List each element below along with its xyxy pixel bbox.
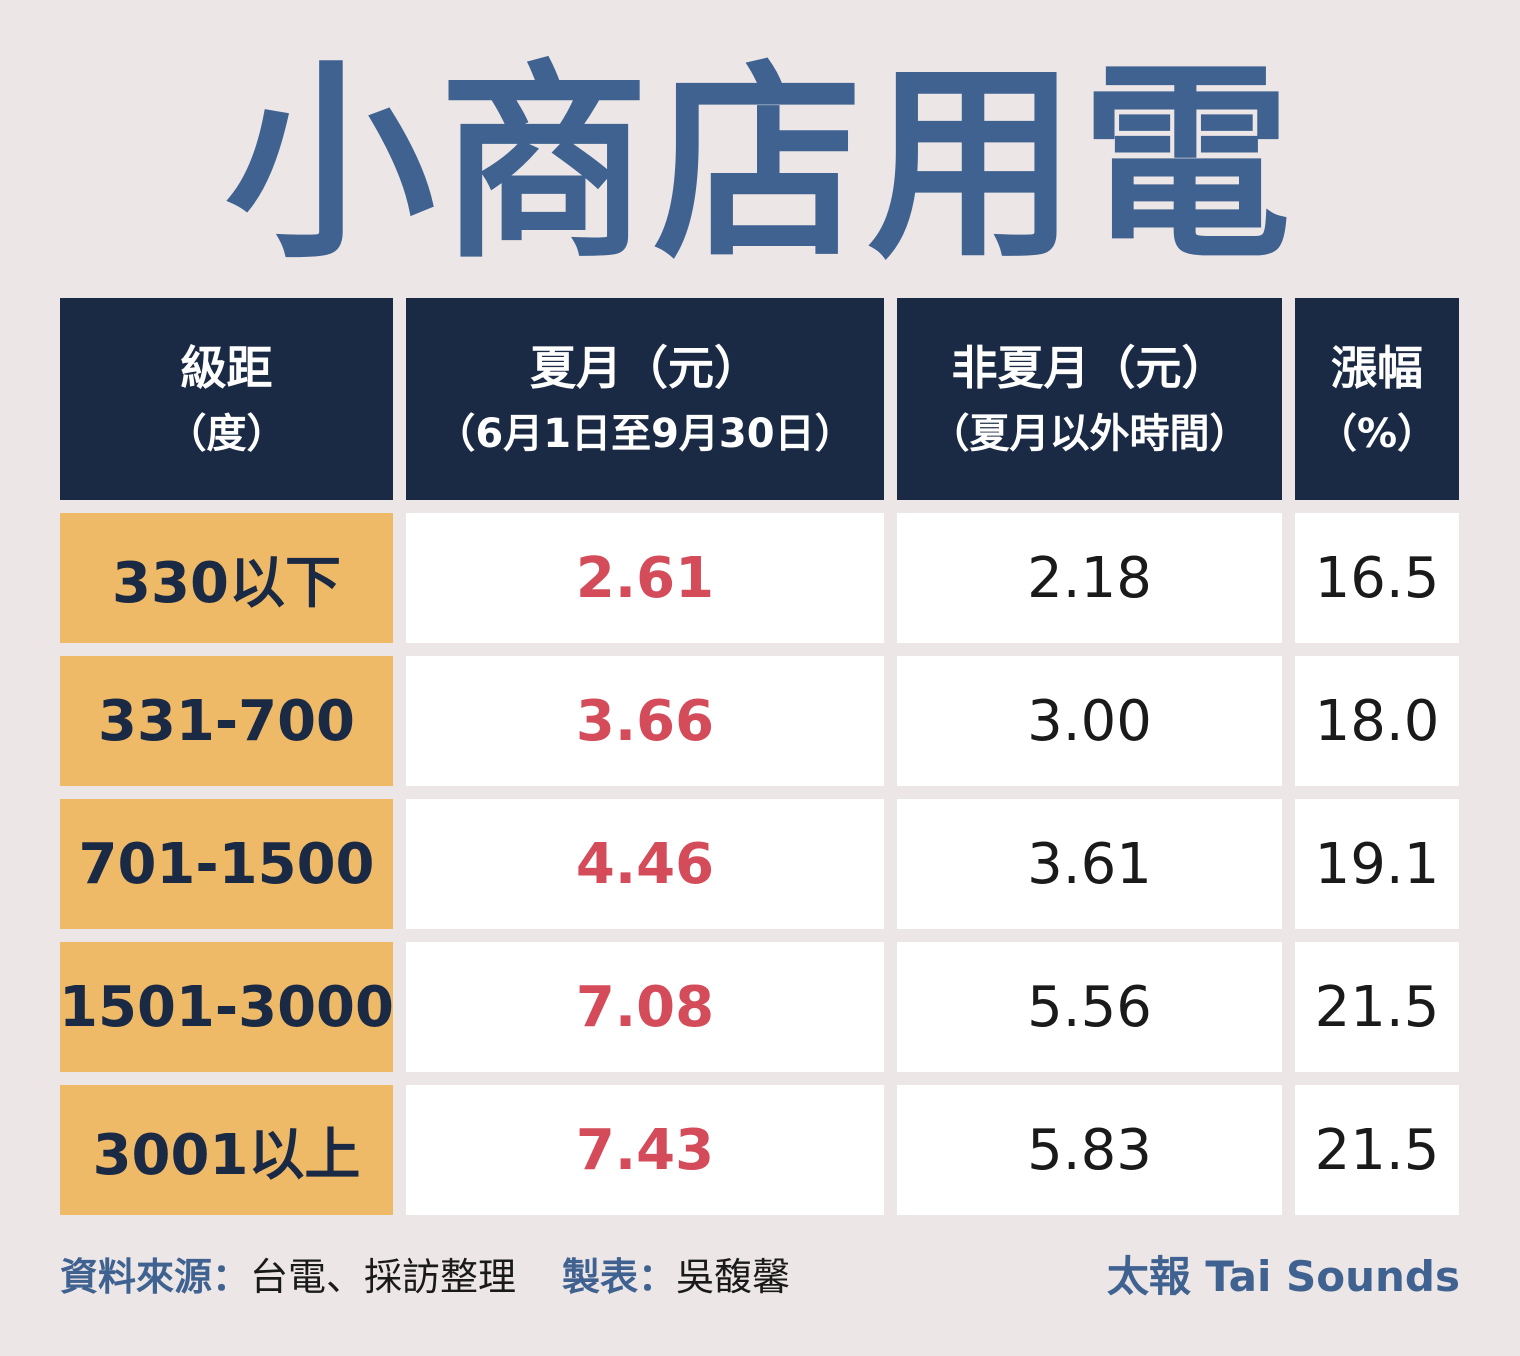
- non-summer-rate-cell: 3.61: [897, 799, 1282, 929]
- increase-cell: 21.5: [1295, 942, 1459, 1072]
- summer-rate-cell: 4.46: [406, 799, 884, 929]
- non-summer-rate-cell: 5.83: [897, 1085, 1282, 1215]
- header-increase: 漲幅 （%）: [1295, 298, 1459, 500]
- header-summer-line2: （6月1日至9月30日）: [435, 411, 855, 457]
- summer-rate-cell: 7.08: [406, 942, 884, 1072]
- header-tier-line2: （度）: [166, 411, 287, 457]
- header-tier: 級距 （度）: [60, 298, 393, 500]
- non-summer-rate-cell: 3.00: [897, 656, 1282, 786]
- non-summer-rate-cell: 5.56: [897, 942, 1282, 1072]
- header-tier-line1: 級距: [180, 341, 273, 395]
- source-label: 資料來源：: [60, 1255, 251, 1299]
- page-title: 小商店用電: [224, 42, 1295, 287]
- increase-cell: 19.1: [1295, 799, 1459, 929]
- increase-cell: 18.0: [1295, 656, 1459, 786]
- source-value: 台電、採訪整理: [250, 1255, 517, 1299]
- header-summer-line1: 夏月（元）: [530, 341, 760, 395]
- header-summer: 夏月（元） （6月1日至9月30日）: [406, 298, 884, 500]
- tier-cell: 330以下: [60, 513, 393, 643]
- brand-logo: 太報 Tai Sounds: [1106, 1252, 1460, 1301]
- maker-label: 製表：: [562, 1255, 677, 1299]
- summer-rate-cell: 2.61: [406, 513, 884, 643]
- maker-value: 吳馥馨: [676, 1255, 791, 1299]
- credits: 資料來源：台電、採訪整理 製表：吳馥馨: [60, 1252, 790, 1302]
- header-non-summer-line1: 非夏月（元）: [951, 341, 1228, 395]
- summer-rate-cell: 7.43: [406, 1085, 884, 1215]
- header-non-summer: 非夏月（元） （夏月以外時間）: [897, 298, 1282, 500]
- tier-cell: 1501-3000: [59, 942, 394, 1072]
- tier-cell: 331-700: [60, 656, 393, 786]
- non-summer-rate-cell: 2.18: [897, 513, 1282, 643]
- header-increase-line2: （%）: [1316, 411, 1438, 457]
- summer-rate-cell: 3.66: [406, 656, 884, 786]
- header-non-summer-line2: （夏月以外時間）: [929, 411, 1250, 457]
- rate-table: 級距 （度） 夏月（元） （6月1日至9月30日） 非夏月（元） （夏月以外時間…: [59, 298, 1460, 1215]
- tier-cell: 701-1500: [60, 799, 393, 929]
- header-increase-line1: 漲幅: [1331, 341, 1423, 395]
- tier-cell: 3001以上: [60, 1085, 393, 1215]
- increase-cell: 16.5: [1295, 513, 1459, 643]
- increase-cell: 21.5: [1295, 1085, 1459, 1215]
